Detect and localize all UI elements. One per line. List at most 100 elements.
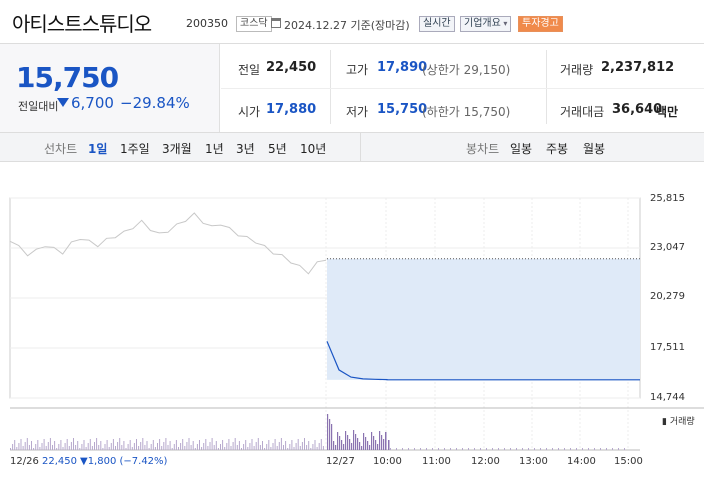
volume-bar (456, 448, 457, 450)
price-chart-svg (9, 197, 704, 451)
volume-bar (159, 439, 161, 450)
chart-tab-bar: 선차트 1일 1주일 3개월 1년 3년 5년 10년 봉차트 일봉 주봉 월봉 (0, 132, 704, 162)
volume-bar (606, 448, 607, 450)
today-fill-area (327, 258, 640, 380)
volume-bar (10, 448, 11, 450)
volume-bar (320, 439, 322, 450)
volume-bar (188, 438, 190, 450)
volume-bar (104, 444, 106, 450)
low-value: 15,750 (377, 102, 428, 117)
volume-bar (552, 448, 553, 450)
volume-bar (47, 442, 49, 450)
volume-bar (408, 448, 409, 450)
volume-bar (112, 439, 114, 450)
low-label: 저가 (346, 105, 369, 119)
volume-bar (361, 446, 363, 450)
prev-day-date: 12/26 (10, 456, 39, 467)
volume-bar (140, 442, 142, 450)
volume-bar (390, 448, 391, 450)
tab-weekly-candle[interactable]: 주봉 (546, 142, 569, 156)
volume-bar (37, 440, 39, 450)
volume-bar (540, 448, 541, 450)
tab-monthly-candle[interactable]: 월봉 (583, 142, 606, 156)
volume-bar (327, 414, 329, 450)
realtime-button[interactable]: 실시간 (419, 16, 455, 32)
tab-5year[interactable]: 5년 (268, 142, 287, 156)
volume-bar (117, 442, 119, 450)
volume-bar (343, 444, 345, 450)
price-box: 15,750 전일대비 6,700 −29.84% (0, 44, 220, 132)
volume-bar (234, 438, 236, 450)
volume-bar (444, 448, 445, 450)
volume-bar (618, 448, 619, 450)
volume-bar (165, 438, 167, 450)
divider (221, 88, 704, 89)
volume-bar (56, 448, 58, 450)
volume-bar (28, 445, 30, 450)
volume-bar (331, 424, 333, 450)
tab-daily-candle[interactable]: 일봉 (510, 142, 533, 156)
volume-bar (438, 448, 439, 450)
volume-bar (131, 447, 133, 450)
volume-bar (236, 445, 238, 450)
volume-bar (217, 448, 219, 450)
volume-bar (351, 443, 353, 450)
volume-bar (192, 441, 194, 450)
tab-1week[interactable]: 1주일 (120, 142, 150, 156)
volume-bar (238, 441, 240, 450)
volume-bar (312, 444, 314, 450)
volume-bar (180, 443, 182, 450)
volume-bar (215, 441, 217, 450)
volume-bar (136, 439, 137, 450)
tab-10year[interactable]: 10년 (300, 142, 327, 156)
tab-1year[interactable]: 1년 (205, 142, 224, 156)
volume-bar (70, 442, 72, 450)
volume-bar (54, 441, 56, 450)
volume-bar (369, 445, 371, 450)
volume-bar (220, 444, 221, 450)
volume-bar (150, 444, 152, 450)
volume-bar (83, 440, 85, 450)
volume-bar (102, 448, 104, 450)
candle-chart-title: 봉차트 (466, 142, 500, 156)
volume-bar (335, 445, 337, 450)
volume-bar (161, 446, 163, 450)
y-tick-label: 25,815 (650, 193, 685, 204)
volume-bar (146, 441, 148, 450)
volume-bar (12, 444, 14, 450)
volume-bar (289, 444, 291, 450)
tab-1day[interactable]: 1일 (88, 142, 108, 156)
high-value: 17,890 (377, 60, 428, 75)
volume-bar (367, 441, 369, 450)
volume-bar (24, 442, 26, 450)
volume-bar (322, 446, 324, 450)
volume-bar (268, 440, 270, 450)
y-tick-label: 17,511 (650, 342, 685, 353)
volume-bar (52, 445, 53, 450)
line-chart-title: 선차트 (44, 142, 78, 156)
date-value: 2024.12.27 (284, 19, 347, 32)
volume-bar (498, 448, 499, 450)
divider (546, 50, 547, 124)
change-percent: −29.84% (120, 94, 190, 112)
volume-bar (115, 446, 116, 450)
volume-bar (148, 448, 150, 450)
volume-bar (339, 436, 341, 450)
tab-3month[interactable]: 3개월 (162, 142, 192, 156)
volume-bar (333, 441, 335, 450)
volume-bar (154, 447, 156, 450)
volume-bar (353, 430, 355, 450)
volume-bar (171, 448, 173, 450)
volume-bar (379, 431, 381, 450)
tab-3year[interactable]: 3년 (236, 142, 255, 156)
volume-bar (522, 448, 523, 450)
volume-bar (306, 445, 308, 450)
company-overview-dropdown[interactable]: 기업개요 ▾ (460, 16, 512, 32)
volume-bar (16, 447, 18, 450)
open-label: 시가 (238, 105, 261, 119)
prev-close-label: 전일 (238, 63, 261, 77)
volume-bar (486, 448, 487, 450)
volume-bar (79, 448, 81, 450)
investment-warning-badge[interactable]: 투자경고 (518, 16, 563, 32)
volume-bar (385, 432, 387, 450)
